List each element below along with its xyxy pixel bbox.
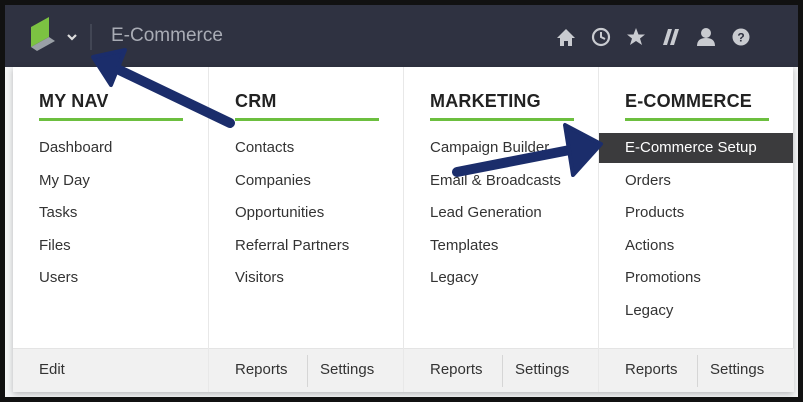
menu-column: CRM Contacts Companies Opportunities Referra… [208,67,404,392]
menu-item[interactable]: Actions [625,236,675,254]
top-bar-graphics: ? [31,17,750,51]
menu-item[interactable]: Referral Partners [235,236,350,254]
mega-menu: MY NAV Dashboard My Day Tasks Files Users Edit… [13,67,794,392]
nav-icons [557,27,750,47]
home-icon[interactable] [557,29,575,46]
arrow-shaft [108,62,235,128]
title-underline [625,118,769,121]
menu-item[interactable]: Tasks [39,204,78,221]
menu-item[interactable]: Promotions [625,269,701,286]
menu-item[interactable]: Orders [625,171,671,189]
menu-item[interactable]: Legacy [430,269,479,286]
menu-item[interactable]: Contacts [235,139,295,156]
menu-item[interactable]: Dashboard [39,139,113,156]
footer-link[interactable]: Settings [515,361,570,378]
menu-item[interactable]: E-Commerce Setup [599,133,793,163]
arrow-head [563,123,603,177]
logo-shade [31,37,55,51]
column-footer: Reports Settings [599,348,794,392]
footer-separator [697,355,698,387]
footer-link[interactable]: Reports [235,361,288,378]
arrow-head [91,48,127,87]
column-footer: Reports Settings [404,348,599,392]
footer-link[interactable]: Edit [39,361,65,378]
menu-item[interactable]: Campaign Builder [430,139,550,156]
column-footer: Edit [13,348,208,392]
menu-item[interactable]: Companies [235,171,311,189]
menu-item[interactable]: Templates [430,236,499,254]
star-icon[interactable] [627,28,645,45]
menu-column: MARKETING Campaign Builder Email & Broadca… [403,67,599,392]
menu-item[interactable]: Files [39,236,71,254]
user-icon[interactable] [701,28,711,38]
apps-icon[interactable] [663,29,672,45]
title-underline [235,118,379,121]
column-title: E-COMMERCE [625,91,752,111]
menu-column: MY NAV Dashboard My Day Tasks Files Users Edit [13,67,208,392]
title-underline [430,118,574,121]
menu-item[interactable]: Products [625,204,685,221]
menu-item[interactable]: Visitors [235,269,284,286]
menu-item[interactable]: Opportunities [235,204,325,221]
menu-column: E-COMMERCE E-Commerce Setup Orders Products… [598,67,794,392]
column-footer: Reports Settings [209,348,404,392]
menu-item[interactable]: Users [39,269,79,286]
menu-item[interactable]: My Day [39,171,90,189]
menu-chevron[interactable] [67,34,77,41]
history-icon[interactable] [591,27,611,47]
help-icon[interactable] [732,28,750,46]
svg-text:?: ? [737,31,744,45]
menu-item[interactable]: Legacy [625,301,674,319]
footer-separator [502,355,503,387]
title-underline [39,118,183,121]
arrow-shaft [452,143,585,177]
app-title: E-Commerce [111,25,223,46]
footer-link[interactable]: Settings [320,361,375,378]
footer-separator [307,355,308,387]
footer-link[interactable]: Reports [430,361,483,378]
column-title: MY NAV [39,91,109,111]
column-title: CRM [235,91,277,111]
column-title: MARKETING [430,91,541,111]
footer-link[interactable]: Settings [710,361,765,378]
footer-link[interactable]: Reports [625,361,678,378]
top-bar: ? E-Commerce [5,5,798,67]
annotation-arrows [91,48,603,177]
menu-item[interactable]: Lead Generation [430,204,542,221]
